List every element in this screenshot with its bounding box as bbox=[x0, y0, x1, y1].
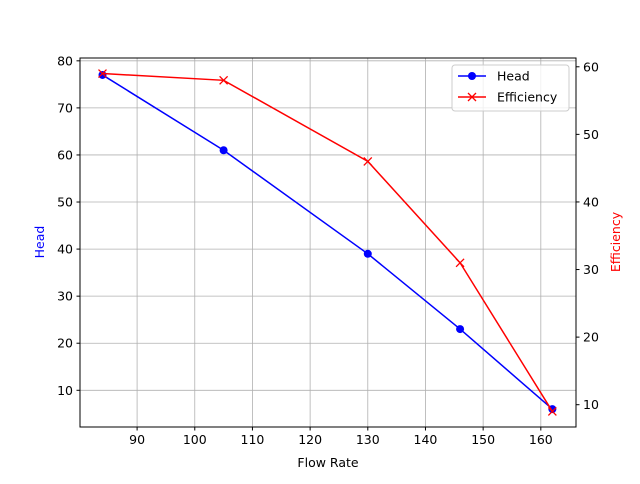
efficiency-point bbox=[98, 69, 107, 79]
head-line bbox=[102, 74, 553, 410]
legend-head-label: Head bbox=[497, 69, 530, 84]
legend-efficiency-label: Efficiency bbox=[497, 90, 558, 105]
efficiency-point bbox=[219, 75, 229, 85]
x-tick-label: 110 bbox=[241, 432, 265, 447]
y2-tick-label: 60 bbox=[583, 59, 599, 74]
efficiency-point bbox=[455, 258, 465, 268]
y2-tick-label: 10 bbox=[583, 397, 599, 412]
y2-tick-label: 50 bbox=[583, 127, 599, 142]
series-layer bbox=[98, 69, 557, 416]
y-tick-label: 70 bbox=[57, 100, 73, 115]
x-tick-label: 130 bbox=[356, 432, 380, 447]
efficiency-point bbox=[547, 406, 557, 416]
head-point bbox=[98, 70, 107, 79]
y-tick-label: 20 bbox=[57, 336, 73, 351]
x-tick-label: 120 bbox=[298, 432, 322, 447]
head-point bbox=[363, 249, 372, 258]
x-tick-label: 90 bbox=[129, 432, 145, 447]
head-point bbox=[456, 325, 465, 334]
x-tick-label: 150 bbox=[471, 432, 495, 447]
x-axis-label: Flow Rate bbox=[297, 455, 358, 470]
y-tick-label: 60 bbox=[57, 147, 73, 162]
y-axis-label: Head bbox=[32, 226, 47, 259]
legend: Head Efficiency bbox=[451, 64, 570, 112]
x-tick-label: 140 bbox=[414, 432, 438, 447]
head-point bbox=[219, 146, 228, 155]
y2-tick-label: 40 bbox=[583, 194, 599, 209]
y-tick-label: 50 bbox=[57, 195, 73, 210]
plot-frame bbox=[79, 57, 577, 428]
y-tick-label: 40 bbox=[57, 242, 73, 257]
x-tick-label: 100 bbox=[183, 432, 207, 447]
y-tick-label: 80 bbox=[57, 53, 73, 68]
efficiency-point bbox=[363, 156, 373, 166]
y-tick-label: 30 bbox=[57, 289, 73, 304]
y2-tick-label: 30 bbox=[583, 262, 599, 277]
grid bbox=[80, 58, 576, 427]
ticks: 90 100 110 120 130 140 150 160 10 20 30 40 50 60 70 80 1… bbox=[57, 53, 599, 447]
y-tick-label: 10 bbox=[57, 383, 73, 398]
legend-head-marker bbox=[468, 72, 476, 80]
y2-axis-label: Efficiency bbox=[608, 211, 623, 272]
x-tick-label: 160 bbox=[529, 432, 553, 447]
legend-efficiency-marker bbox=[467, 92, 477, 102]
efficiency-line bbox=[102, 72, 553, 412]
y2-tick-label: 20 bbox=[583, 330, 599, 345]
